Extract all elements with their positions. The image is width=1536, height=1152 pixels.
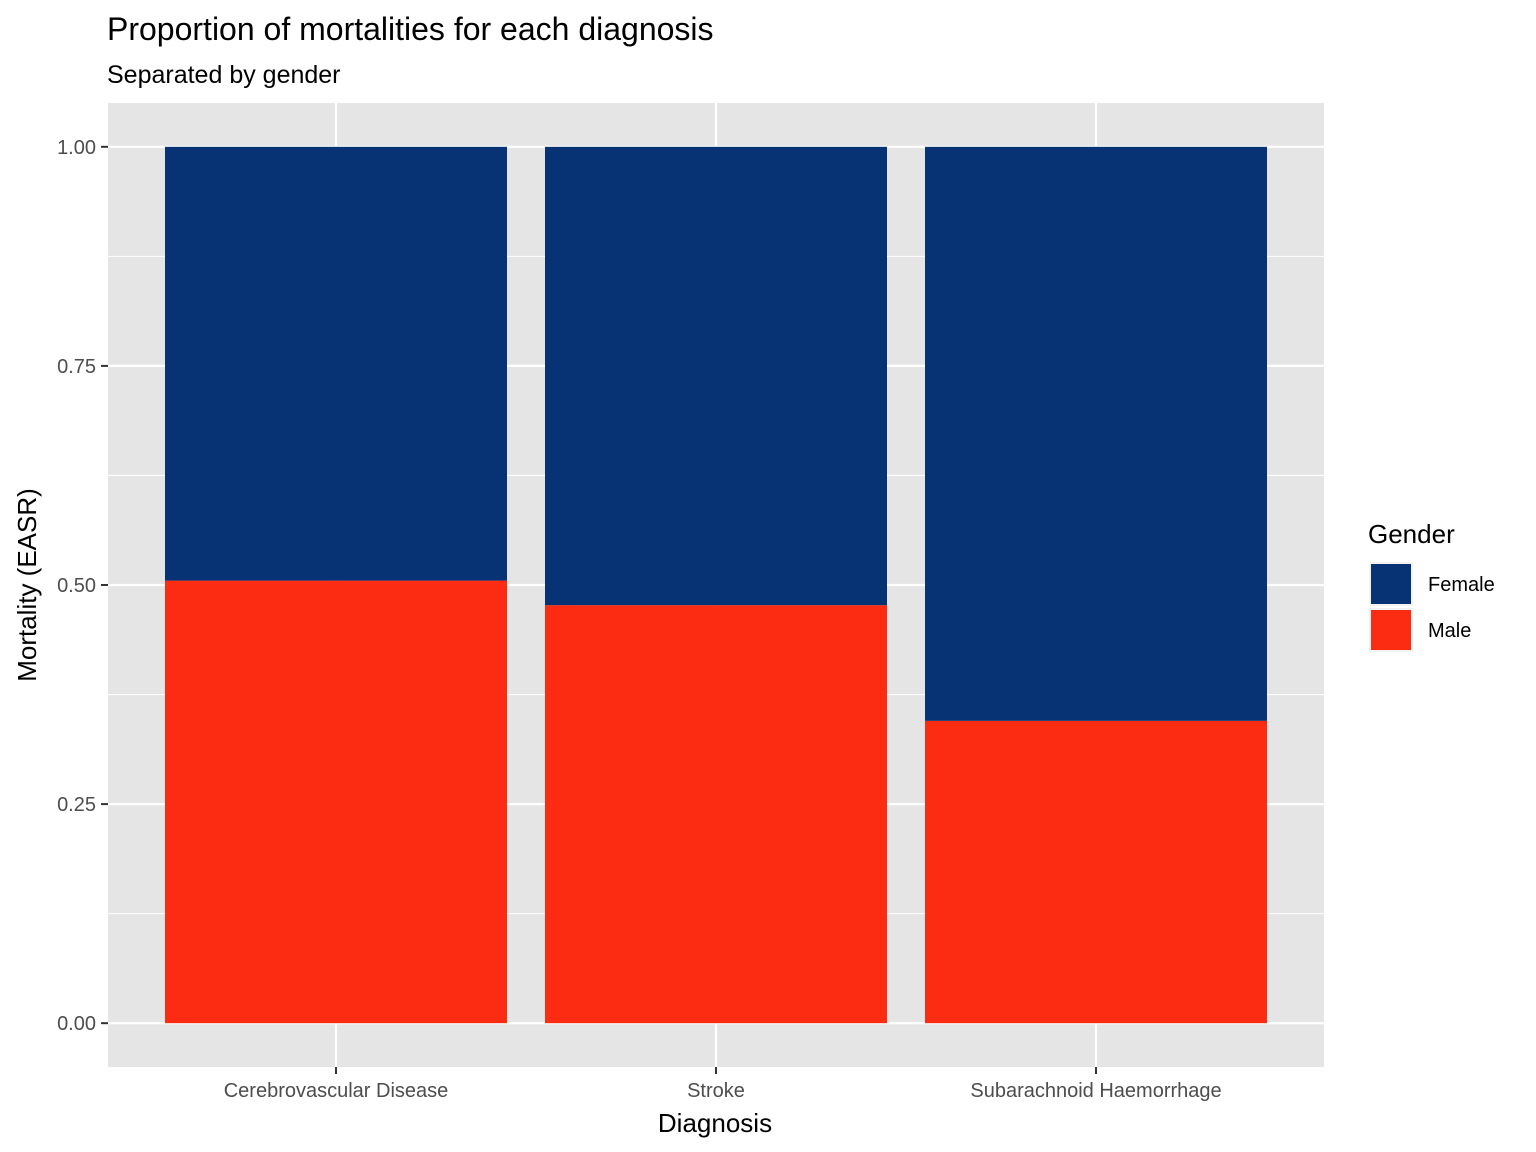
x-axis-title: Diagnosis <box>658 1108 772 1138</box>
y-tick-label: 0.75 <box>57 356 96 378</box>
bar-male-subarachnoid-haemorrhage <box>925 720 1267 1024</box>
bars <box>165 146 1267 1024</box>
chart-subtitle: Separated by gender <box>107 61 341 89</box>
y-tick-label: 1.00 <box>57 137 96 159</box>
chart-title: Proportion of mortalities for each diagn… <box>107 11 714 47</box>
y-tick-label: 0.00 <box>57 1013 96 1035</box>
x-tick-label: Stroke <box>687 1080 745 1102</box>
legend-label-male: Male <box>1428 620 1471 642</box>
legend-swatch-female <box>1371 564 1411 604</box>
bar-female-subarachnoid-haemorrhage <box>925 146 1267 721</box>
x-tick-label: Subarachnoid Haemorrhage <box>970 1080 1221 1102</box>
bar-male-stroke <box>545 605 887 1024</box>
legend-label-female: Female <box>1428 574 1495 596</box>
legend-title: Gender <box>1368 519 1455 549</box>
legend: Gender Female Male <box>1368 519 1495 652</box>
legend-swatch-male <box>1371 610 1411 650</box>
x-axis: Cerebrovascular Disease Stroke Subarachnoi… <box>224 1067 1222 1102</box>
x-tick-label: Cerebrovascular Disease <box>224 1080 449 1102</box>
y-axis-title: Mortality (EASR) <box>12 488 42 682</box>
y-tick-label: 0.50 <box>57 575 96 597</box>
bar-female-stroke <box>545 146 887 606</box>
bar-male-cerebrovascular-disease <box>165 580 507 1024</box>
y-axis: 0.00 0.25 0.50 0.75 1.00 <box>57 137 108 1035</box>
bar-female-cerebrovascular-disease <box>165 146 507 581</box>
y-tick-label: 0.25 <box>57 794 96 816</box>
